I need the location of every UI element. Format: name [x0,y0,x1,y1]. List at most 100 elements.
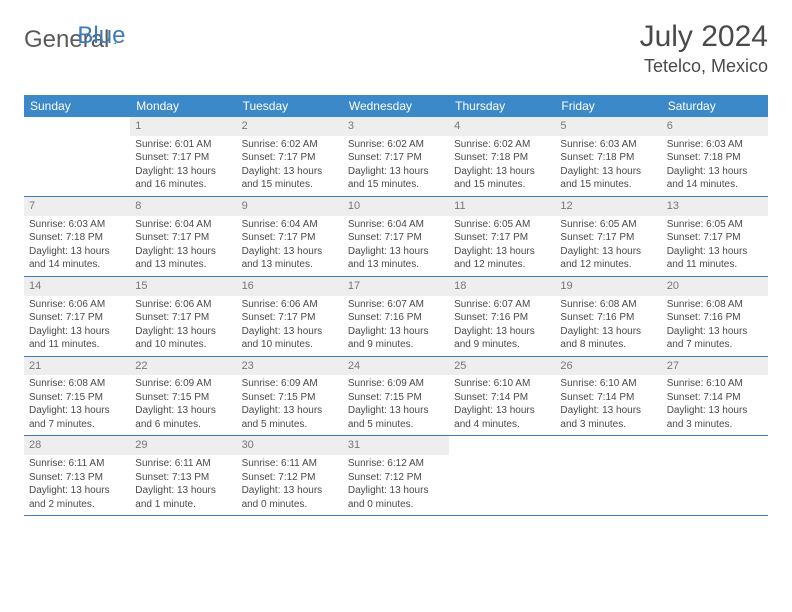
day-number: 18 [449,277,555,296]
sunrise-line: Sunrise: 6:09 AM [348,377,444,391]
sunrise-line: Sunrise: 6:05 AM [667,218,763,232]
day-cell: 9Sunrise: 6:04 AMSunset: 7:17 PMDaylight… [237,197,343,276]
day-body: Sunrise: 6:09 AMSunset: 7:15 PMDaylight:… [237,375,343,435]
day-body: Sunrise: 6:11 AMSunset: 7:13 PMDaylight:… [24,455,130,515]
sunrise-line: Sunrise: 6:04 AM [242,218,338,232]
sunrise-line: Sunrise: 6:03 AM [29,218,125,232]
day-number: 31 [343,436,449,455]
daylight-line: Daylight: 13 hours and 12 minutes. [560,245,656,272]
day-cell: 10Sunrise: 6:04 AMSunset: 7:17 PMDayligh… [343,197,449,276]
sunset-line: Sunset: 7:17 PM [135,231,231,245]
day-body: Sunrise: 6:06 AMSunset: 7:17 PMDaylight:… [24,296,130,356]
sunset-line: Sunset: 7:17 PM [348,151,444,165]
day-cell: 15Sunrise: 6:06 AMSunset: 7:17 PMDayligh… [130,277,236,356]
day-number: 13 [662,197,768,216]
sunrise-line: Sunrise: 6:08 AM [667,298,763,312]
sunrise-line: Sunrise: 6:05 AM [560,218,656,232]
brand-logo: General Blue [24,20,189,54]
sunset-line: Sunset: 7:14 PM [454,391,550,405]
sunset-line: Sunset: 7:17 PM [242,151,338,165]
sunset-line: Sunset: 7:17 PM [667,231,763,245]
sunrise-line: Sunrise: 6:12 AM [348,457,444,471]
sunset-line: Sunset: 7:17 PM [242,231,338,245]
day-number: 19 [555,277,661,296]
sunrise-line: Sunrise: 6:10 AM [454,377,550,391]
day-number: 1 [130,117,236,136]
sunrise-line: Sunrise: 6:04 AM [348,218,444,232]
title-block: July 2024 Tetelco, Mexico [640,20,768,83]
sunrise-line: Sunrise: 6:05 AM [454,218,550,232]
sunrise-line: Sunrise: 6:11 AM [242,457,338,471]
sunset-line: Sunset: 7:15 PM [242,391,338,405]
day-number: 17 [343,277,449,296]
day-cell: 30Sunrise: 6:11 AMSunset: 7:12 PMDayligh… [237,436,343,515]
month-year: July 2024 [640,20,768,54]
daylight-line: Daylight: 13 hours and 10 minutes. [135,325,231,352]
day-header-sun: Sunday [24,95,130,117]
daylight-line: Daylight: 13 hours and 7 minutes. [667,325,763,352]
daylight-line: Daylight: 13 hours and 14 minutes. [29,245,125,272]
week-row: 28Sunrise: 6:11 AMSunset: 7:13 PMDayligh… [24,436,768,516]
daylight-line: Daylight: 13 hours and 15 minutes. [560,165,656,192]
day-number: 23 [237,357,343,376]
day-number: 28 [24,436,130,455]
day-body: Sunrise: 6:05 AMSunset: 7:17 PMDaylight:… [555,216,661,276]
day-body: Sunrise: 6:10 AMSunset: 7:14 PMDaylight:… [555,375,661,435]
day-body: Sunrise: 6:02 AMSunset: 7:17 PMDaylight:… [237,136,343,196]
day-cell: 12Sunrise: 6:05 AMSunset: 7:17 PMDayligh… [555,197,661,276]
day-cell: 2Sunrise: 6:02 AMSunset: 7:17 PMDaylight… [237,117,343,196]
sunset-line: Sunset: 7:15 PM [348,391,444,405]
daylight-line: Daylight: 13 hours and 8 minutes. [560,325,656,352]
daylight-line: Daylight: 13 hours and 13 minutes. [242,245,338,272]
day-body: Sunrise: 6:09 AMSunset: 7:15 PMDaylight:… [130,375,236,435]
day-body: Sunrise: 6:05 AMSunset: 7:17 PMDaylight:… [449,216,555,276]
sunset-line: Sunset: 7:17 PM [135,311,231,325]
sunrise-line: Sunrise: 6:10 AM [667,377,763,391]
day-number: 16 [237,277,343,296]
sunrise-line: Sunrise: 6:11 AM [29,457,125,471]
day-headers-row: Sunday Monday Tuesday Wednesday Thursday… [24,95,768,117]
day-body: Sunrise: 6:02 AMSunset: 7:17 PMDaylight:… [343,136,449,196]
day-cell: 16Sunrise: 6:06 AMSunset: 7:17 PMDayligh… [237,277,343,356]
daylight-line: Daylight: 13 hours and 1 minute. [135,484,231,511]
day-body: Sunrise: 6:03 AMSunset: 7:18 PMDaylight:… [555,136,661,196]
sunset-line: Sunset: 7:13 PM [29,471,125,485]
day-cell: 28Sunrise: 6:11 AMSunset: 7:13 PMDayligh… [24,436,130,515]
day-header-sat: Saturday [662,95,768,117]
day-cell: 5Sunrise: 6:03 AMSunset: 7:18 PMDaylight… [555,117,661,196]
day-cell: 1Sunrise: 6:01 AMSunset: 7:17 PMDaylight… [130,117,236,196]
day-cell [24,117,130,196]
sunset-line: Sunset: 7:12 PM [242,471,338,485]
day-cell: 31Sunrise: 6:12 AMSunset: 7:12 PMDayligh… [343,436,449,515]
sunrise-line: Sunrise: 6:09 AM [135,377,231,391]
day-body: Sunrise: 6:08 AMSunset: 7:15 PMDaylight:… [24,375,130,435]
sunrise-line: Sunrise: 6:06 AM [135,298,231,312]
sunset-line: Sunset: 7:14 PM [667,391,763,405]
sunrise-line: Sunrise: 6:06 AM [242,298,338,312]
sunrise-line: Sunrise: 6:09 AM [242,377,338,391]
day-cell: 25Sunrise: 6:10 AMSunset: 7:14 PMDayligh… [449,357,555,436]
day-number: 30 [237,436,343,455]
daylight-line: Daylight: 13 hours and 14 minutes. [667,165,763,192]
day-cell [662,436,768,515]
day-number: 24 [343,357,449,376]
daylight-line: Daylight: 13 hours and 13 minutes. [348,245,444,272]
daylight-line: Daylight: 13 hours and 3 minutes. [667,404,763,431]
sunset-line: Sunset: 7:15 PM [135,391,231,405]
week-row: 21Sunrise: 6:08 AMSunset: 7:15 PMDayligh… [24,357,768,437]
day-cell: 6Sunrise: 6:03 AMSunset: 7:18 PMDaylight… [662,117,768,196]
day-cell [449,436,555,515]
daylight-line: Daylight: 13 hours and 3 minutes. [560,404,656,431]
day-number: 7 [24,197,130,216]
sunrise-line: Sunrise: 6:08 AM [560,298,656,312]
day-cell: 4Sunrise: 6:02 AMSunset: 7:18 PMDaylight… [449,117,555,196]
day-cell: 24Sunrise: 6:09 AMSunset: 7:15 PMDayligh… [343,357,449,436]
day-body: Sunrise: 6:09 AMSunset: 7:15 PMDaylight:… [343,375,449,435]
day-body: Sunrise: 6:04 AMSunset: 7:17 PMDaylight:… [130,216,236,276]
day-header-mon: Monday [130,95,236,117]
daylight-line: Daylight: 13 hours and 9 minutes. [454,325,550,352]
day-number: 14 [24,277,130,296]
daylight-line: Daylight: 13 hours and 2 minutes. [29,484,125,511]
day-body: Sunrise: 6:02 AMSunset: 7:18 PMDaylight:… [449,136,555,196]
day-body: Sunrise: 6:04 AMSunset: 7:17 PMDaylight:… [343,216,449,276]
